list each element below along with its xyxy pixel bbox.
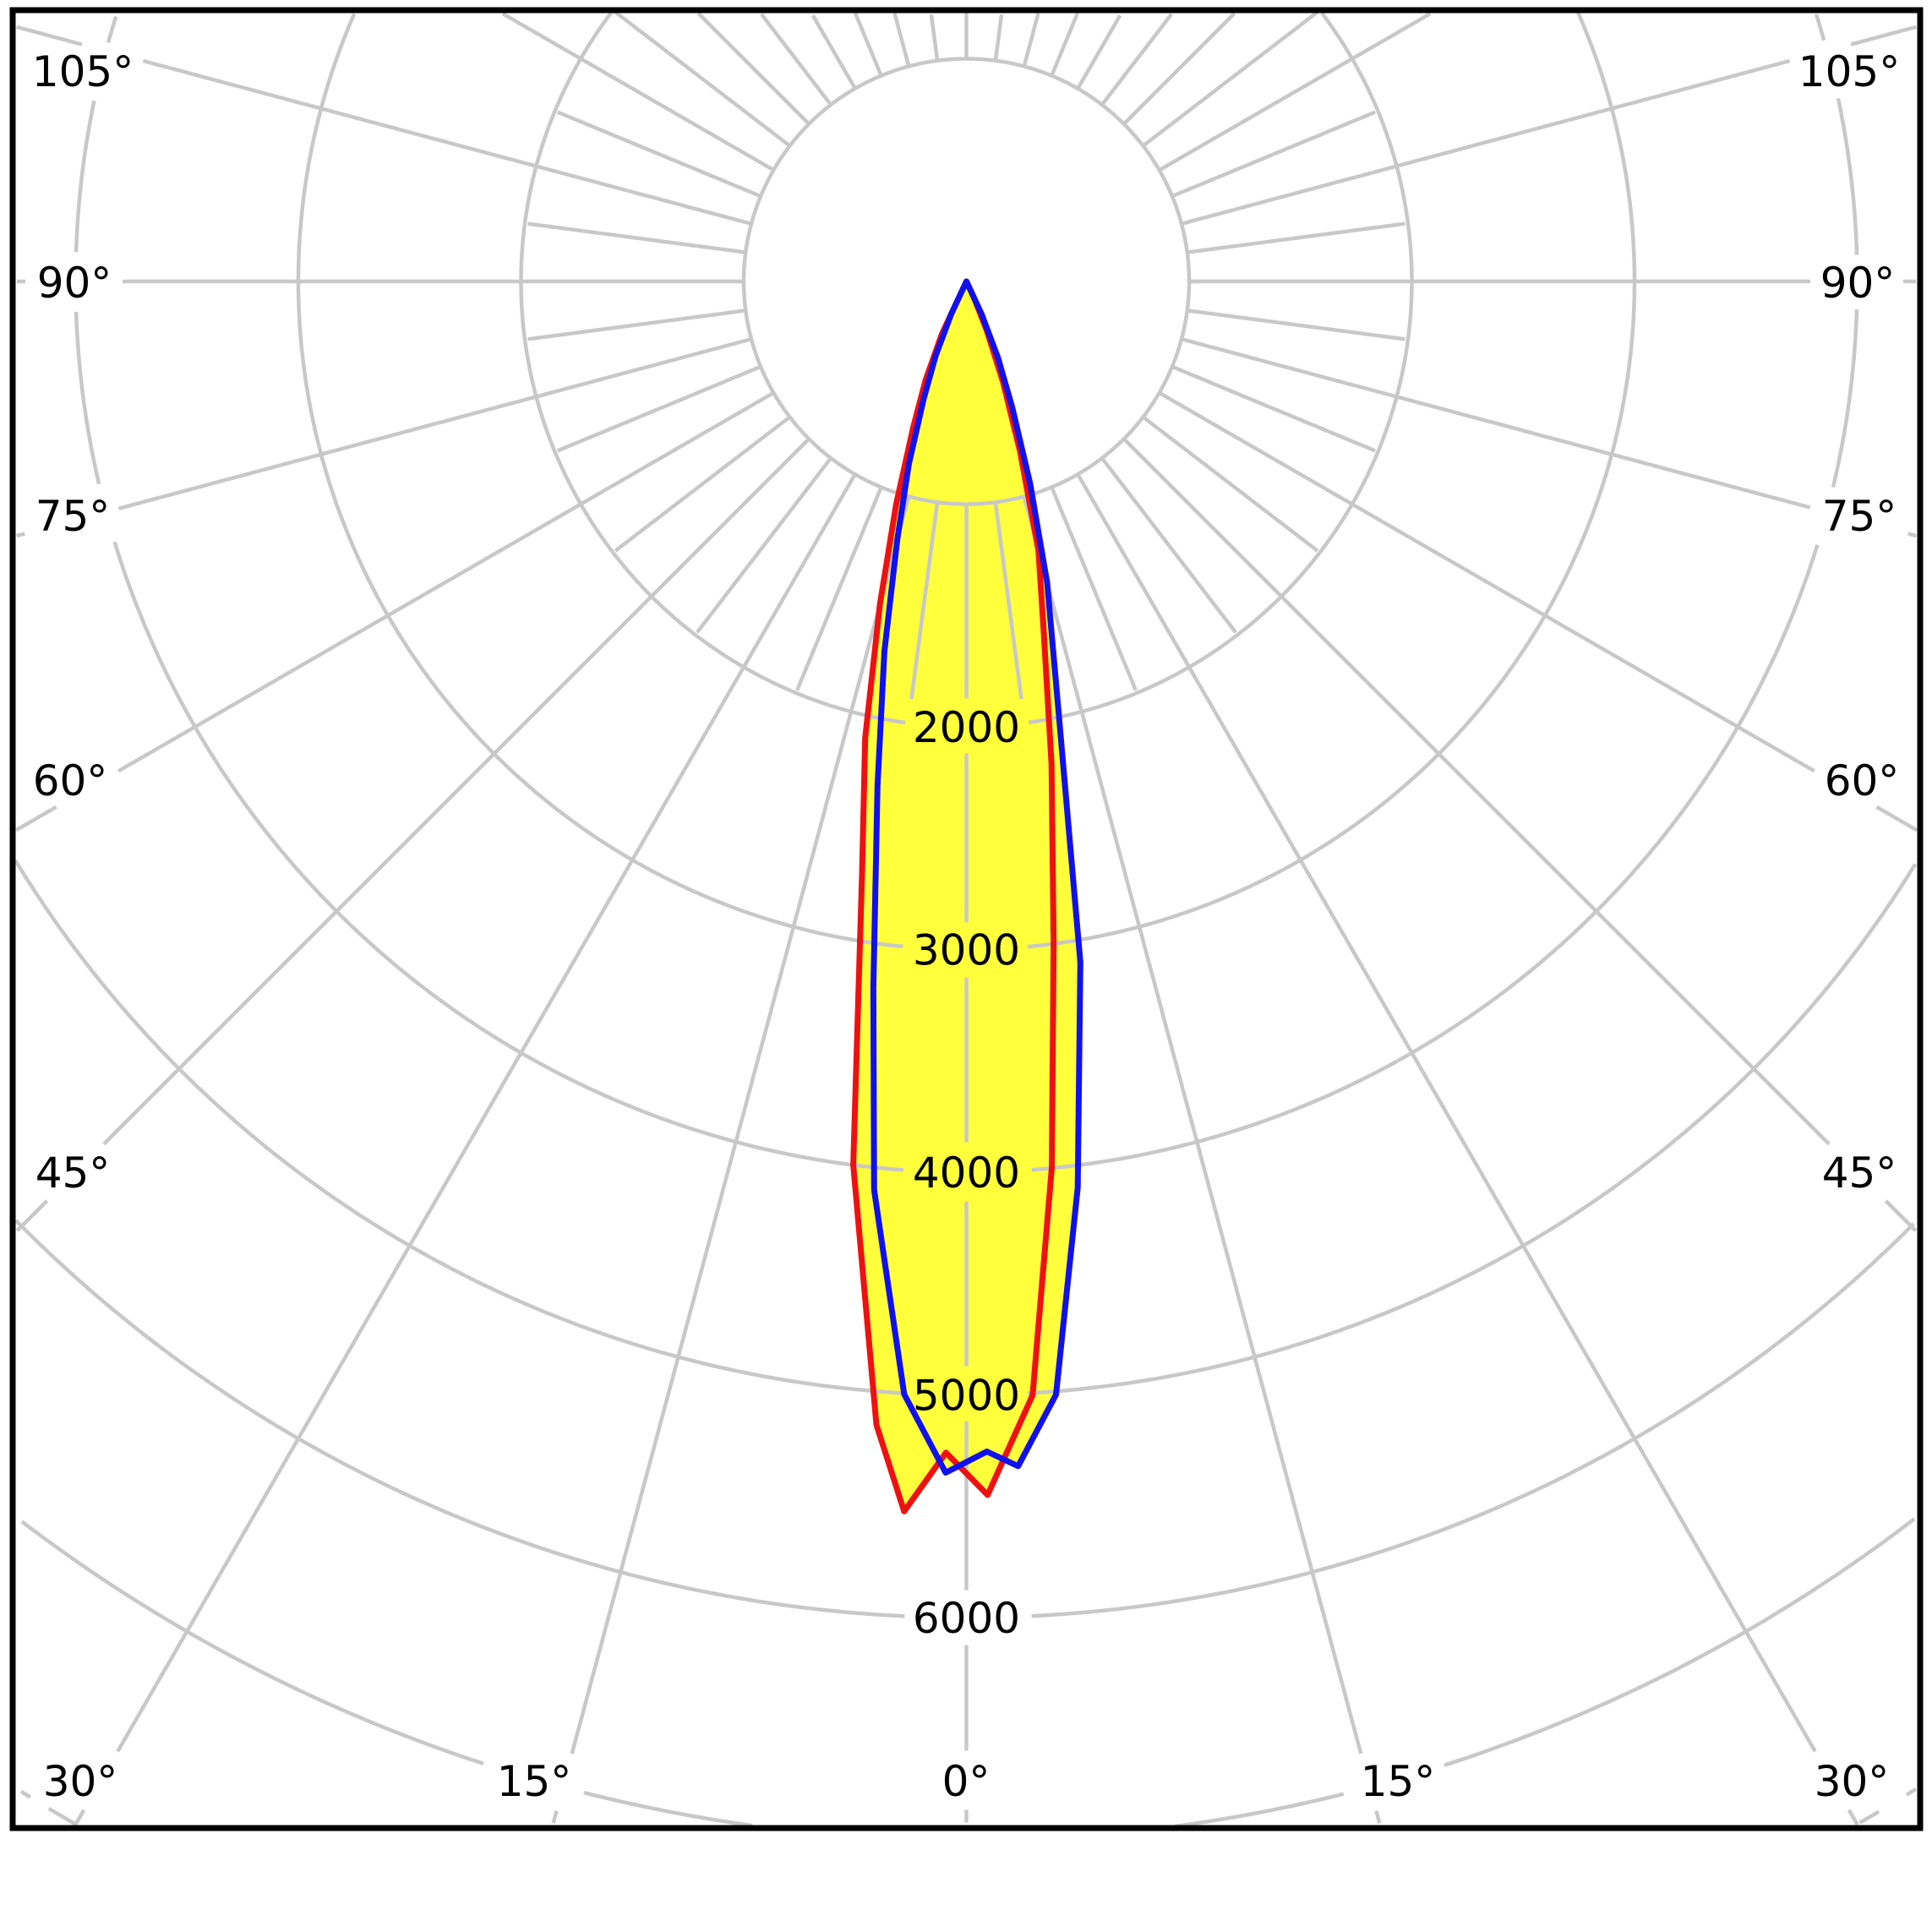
grid-spoke-minor-157.5 xyxy=(1050,12,1080,77)
grid-spoke-major-330 xyxy=(74,473,857,1826)
angle-label-right-90: 90° xyxy=(1820,259,1896,308)
grid-spoke-minor-337.5 xyxy=(795,486,883,691)
angle-label-right-75: 75° xyxy=(1822,492,1897,541)
grid-spoke-minor-232.5 xyxy=(614,10,791,148)
angle-label-left-90: 90° xyxy=(37,259,112,308)
grid-spoke-major-225 xyxy=(696,12,810,126)
grid-spoke-major-195 xyxy=(892,13,911,68)
grid-spoke-minor-202.5 xyxy=(853,12,883,77)
angle-label-bottom--15: 15° xyxy=(497,1757,572,1806)
grid-spoke-minor-322.5 xyxy=(696,456,832,634)
grid-spoke-major-120 xyxy=(1158,12,1432,172)
grid-spoke-minor-67.5 xyxy=(1171,364,1377,453)
grid-spoke-major-135 xyxy=(1122,12,1236,126)
grid-spoke-minor-7.5 xyxy=(993,501,1023,700)
grid-spoke-minor-37.5 xyxy=(1100,456,1237,634)
grid-spoke-major-60 xyxy=(1158,390,1918,832)
grid-ring-3000 xyxy=(296,11,1637,949)
radial-tick-5000: 5000 xyxy=(913,1372,1020,1421)
grid-spoke-minor-142.5 xyxy=(1100,13,1173,106)
axis-labels: 30° 15° 0° 15° 30° 45° 60° 75° 90° 105° 45° 60° 75° 9… xyxy=(32,47,1900,1806)
grid-spoke-major-75 xyxy=(1181,337,1917,538)
grid-spoke-minor-292.5 xyxy=(556,364,761,453)
angle-label-bottom-0: 0° xyxy=(942,1757,991,1806)
grid-spoke-major-300 xyxy=(14,390,775,832)
angle-label-bottom-15: 15° xyxy=(1361,1757,1436,1806)
grid-spoke-minor-307.5 xyxy=(614,415,791,553)
grid-spoke-major-45 xyxy=(1122,437,1918,1232)
grid-spoke-major-285 xyxy=(16,337,752,538)
grid-spoke-minor-52.5 xyxy=(1142,415,1319,553)
plot-border xyxy=(9,7,1924,1831)
grid-spoke-major-165 xyxy=(1022,13,1040,68)
grid-spoke-minor-247.5 xyxy=(556,110,761,199)
grid-spoke-major-240 xyxy=(501,12,775,172)
grid-ring-4000 xyxy=(74,14,1859,1172)
grid-ring-5000 xyxy=(14,860,1918,1395)
angle-label-bottom--30: 30° xyxy=(43,1757,118,1806)
grid-spoke-minor-352.5 xyxy=(909,501,940,700)
angle-label-right-60: 60° xyxy=(1825,756,1900,805)
blue-curve xyxy=(870,278,1083,1476)
angle-label-right-45: 45° xyxy=(1822,1149,1897,1198)
grid-spoke-major-315 xyxy=(15,437,810,1232)
grid-ring-2000 xyxy=(519,10,1414,725)
grid-spoke-minor-127.5 xyxy=(1142,10,1319,148)
grid-spoke-minor-217.5 xyxy=(760,13,832,106)
grid-spoke-major-345 xyxy=(551,495,911,1824)
grid-spoke-minor-277.5 xyxy=(527,308,746,341)
grid-ring-8000 xyxy=(19,1787,1917,1827)
grid-spoke-minor-22.5 xyxy=(1050,486,1138,691)
radial-tick-4000: 4000 xyxy=(913,1149,1020,1198)
grid-spoke-major-210 xyxy=(810,14,857,90)
grid-spoke-minor-112.5 xyxy=(1171,110,1377,199)
angle-label-left-75: 75° xyxy=(35,492,111,541)
grid-spoke-major-30 xyxy=(1076,473,1859,1826)
grid-spoke-minor-97.5 xyxy=(1187,221,1405,254)
radial-tick-2000: 2000 xyxy=(913,703,1020,752)
grid-spoke-minor-187.5 xyxy=(929,14,940,62)
angle-label-bottom-30: 30° xyxy=(1815,1757,1890,1806)
angle-label-left-60: 60° xyxy=(33,756,108,805)
radial-tick-6000: 6000 xyxy=(913,1594,1020,1643)
grid-ring-6000 xyxy=(14,1219,1915,1618)
angle-label-right-105: 105° xyxy=(1798,47,1900,96)
polar-grid xyxy=(14,10,1918,1828)
grid-spoke-minor-262.5 xyxy=(527,221,746,254)
grid-ring-7000 xyxy=(20,1517,1916,1828)
radial-tick-3000: 3000 xyxy=(913,926,1020,975)
grid-spoke-major-105 xyxy=(1181,25,1917,226)
grid-spoke-major-255 xyxy=(16,25,752,226)
angle-label-left-105: 105° xyxy=(32,47,134,96)
grid-spoke-minor-172.5 xyxy=(993,14,1004,62)
grid-spoke-major-15 xyxy=(1022,495,1382,1824)
grid-spoke-major-150 xyxy=(1076,14,1122,90)
angle-label-left-45: 45° xyxy=(35,1149,111,1198)
grid-spoke-minor-82.5 xyxy=(1187,308,1405,341)
